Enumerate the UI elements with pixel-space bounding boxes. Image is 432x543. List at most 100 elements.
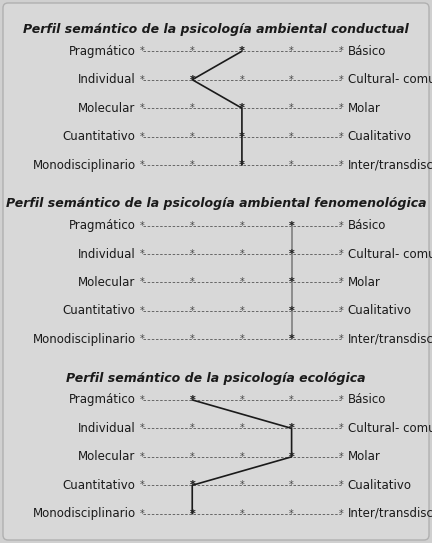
Text: *: *: [140, 220, 145, 231]
Text: Básico: Básico: [348, 393, 386, 406]
Text: Molecular: Molecular: [78, 102, 136, 115]
Text: *: *: [190, 160, 194, 170]
Text: *: *: [140, 452, 145, 462]
Text: *: *: [240, 160, 244, 170]
Text: *: *: [140, 249, 145, 259]
Text: *: *: [289, 160, 294, 170]
Text: *: *: [140, 334, 145, 344]
Text: Monodisciplinario: Monodisciplinario: [32, 507, 136, 520]
Text: *: *: [140, 46, 145, 56]
Text: *: *: [339, 277, 343, 287]
Text: *: *: [140, 481, 145, 490]
Text: *: *: [240, 220, 244, 231]
Text: *: *: [339, 481, 343, 490]
Text: *: *: [339, 395, 343, 405]
Text: *: *: [190, 334, 194, 344]
Text: Pragmático: Pragmático: [69, 219, 136, 232]
Text: Molecular: Molecular: [78, 450, 136, 463]
Text: *: *: [190, 220, 194, 231]
Text: *: *: [289, 131, 294, 142]
Text: Inter/transdisciplinario: Inter/transdisciplinario: [348, 159, 432, 172]
Text: *: *: [190, 509, 194, 519]
Text: *: *: [289, 277, 295, 287]
Text: Básico: Básico: [348, 45, 386, 58]
Text: *: *: [240, 103, 244, 113]
Text: *: *: [240, 334, 244, 344]
Text: *: *: [140, 509, 145, 519]
Text: *: *: [240, 424, 244, 433]
Text: Molar: Molar: [348, 276, 381, 289]
Text: *: *: [140, 395, 145, 405]
Text: Monodisciplinario: Monodisciplinario: [32, 159, 136, 172]
Text: *: *: [339, 509, 343, 519]
Text: *: *: [140, 75, 145, 85]
Text: Básico: Básico: [348, 219, 386, 232]
Text: *: *: [140, 160, 145, 170]
Text: *: *: [190, 46, 194, 56]
Text: *: *: [289, 306, 294, 316]
Text: Cultural- comunitario: Cultural- comunitario: [348, 73, 432, 86]
Text: *: *: [239, 103, 245, 113]
Text: *: *: [189, 509, 195, 519]
Text: *: *: [289, 509, 294, 519]
Text: *: *: [339, 334, 343, 344]
Text: *: *: [289, 334, 294, 344]
Text: *: *: [289, 277, 294, 287]
Text: *: *: [339, 75, 343, 85]
Text: *: *: [289, 452, 295, 462]
Text: *: *: [140, 424, 145, 433]
Text: Cualitativo: Cualitativo: [348, 130, 412, 143]
Text: *: *: [289, 249, 294, 259]
Text: *: *: [339, 306, 343, 316]
Text: Cuantitativo: Cuantitativo: [63, 479, 136, 492]
Text: *: *: [289, 103, 294, 113]
Text: *: *: [240, 131, 244, 142]
Text: Inter/transdisciplinario: Inter/transdisciplinario: [348, 507, 432, 520]
Text: *: *: [339, 160, 343, 170]
Text: *: *: [339, 424, 343, 433]
Text: Cuantitativo: Cuantitativo: [63, 305, 136, 318]
Text: *: *: [189, 395, 195, 405]
Text: *: *: [140, 277, 145, 287]
Text: *: *: [140, 306, 145, 316]
Text: *: *: [339, 131, 343, 142]
Text: *: *: [240, 481, 244, 490]
Text: *: *: [189, 481, 195, 490]
Text: *: *: [289, 424, 295, 433]
Text: Individual: Individual: [78, 248, 136, 261]
Text: *: *: [190, 75, 194, 85]
Text: *: *: [189, 75, 195, 85]
FancyBboxPatch shape: [3, 3, 429, 540]
Text: *: *: [190, 424, 194, 433]
Text: Molecular: Molecular: [78, 276, 136, 289]
Text: *: *: [190, 249, 194, 259]
Text: *: *: [289, 220, 295, 231]
Text: *: *: [190, 306, 194, 316]
Text: *: *: [240, 75, 244, 85]
Text: *: *: [240, 249, 244, 259]
Text: Molar: Molar: [348, 450, 381, 463]
Text: Cualitativo: Cualitativo: [348, 479, 412, 492]
Text: *: *: [289, 75, 294, 85]
Text: *: *: [239, 131, 245, 142]
Text: *: *: [190, 277, 194, 287]
Text: Cultural- comunitario: Cultural- comunitario: [348, 422, 432, 435]
Text: *: *: [190, 103, 194, 113]
Text: *: *: [240, 452, 244, 462]
Text: Cultural- comunitario: Cultural- comunitario: [348, 248, 432, 261]
Text: *: *: [190, 452, 194, 462]
Text: *: *: [140, 131, 145, 142]
Text: Perfil semántico de la psicología ambiental conductual: Perfil semántico de la psicología ambien…: [23, 23, 409, 36]
Text: *: *: [289, 334, 295, 344]
Text: Cualitativo: Cualitativo: [348, 305, 412, 318]
Text: Inter/transdisciplinario: Inter/transdisciplinario: [348, 333, 432, 346]
Text: Cuantitativo: Cuantitativo: [63, 130, 136, 143]
Text: *: *: [239, 46, 245, 56]
Text: *: *: [289, 46, 294, 56]
Text: *: *: [140, 103, 145, 113]
Text: *: *: [190, 481, 194, 490]
Text: *: *: [240, 277, 244, 287]
Text: *: *: [240, 306, 244, 316]
Text: *: *: [289, 395, 294, 405]
Text: *: *: [339, 46, 343, 56]
